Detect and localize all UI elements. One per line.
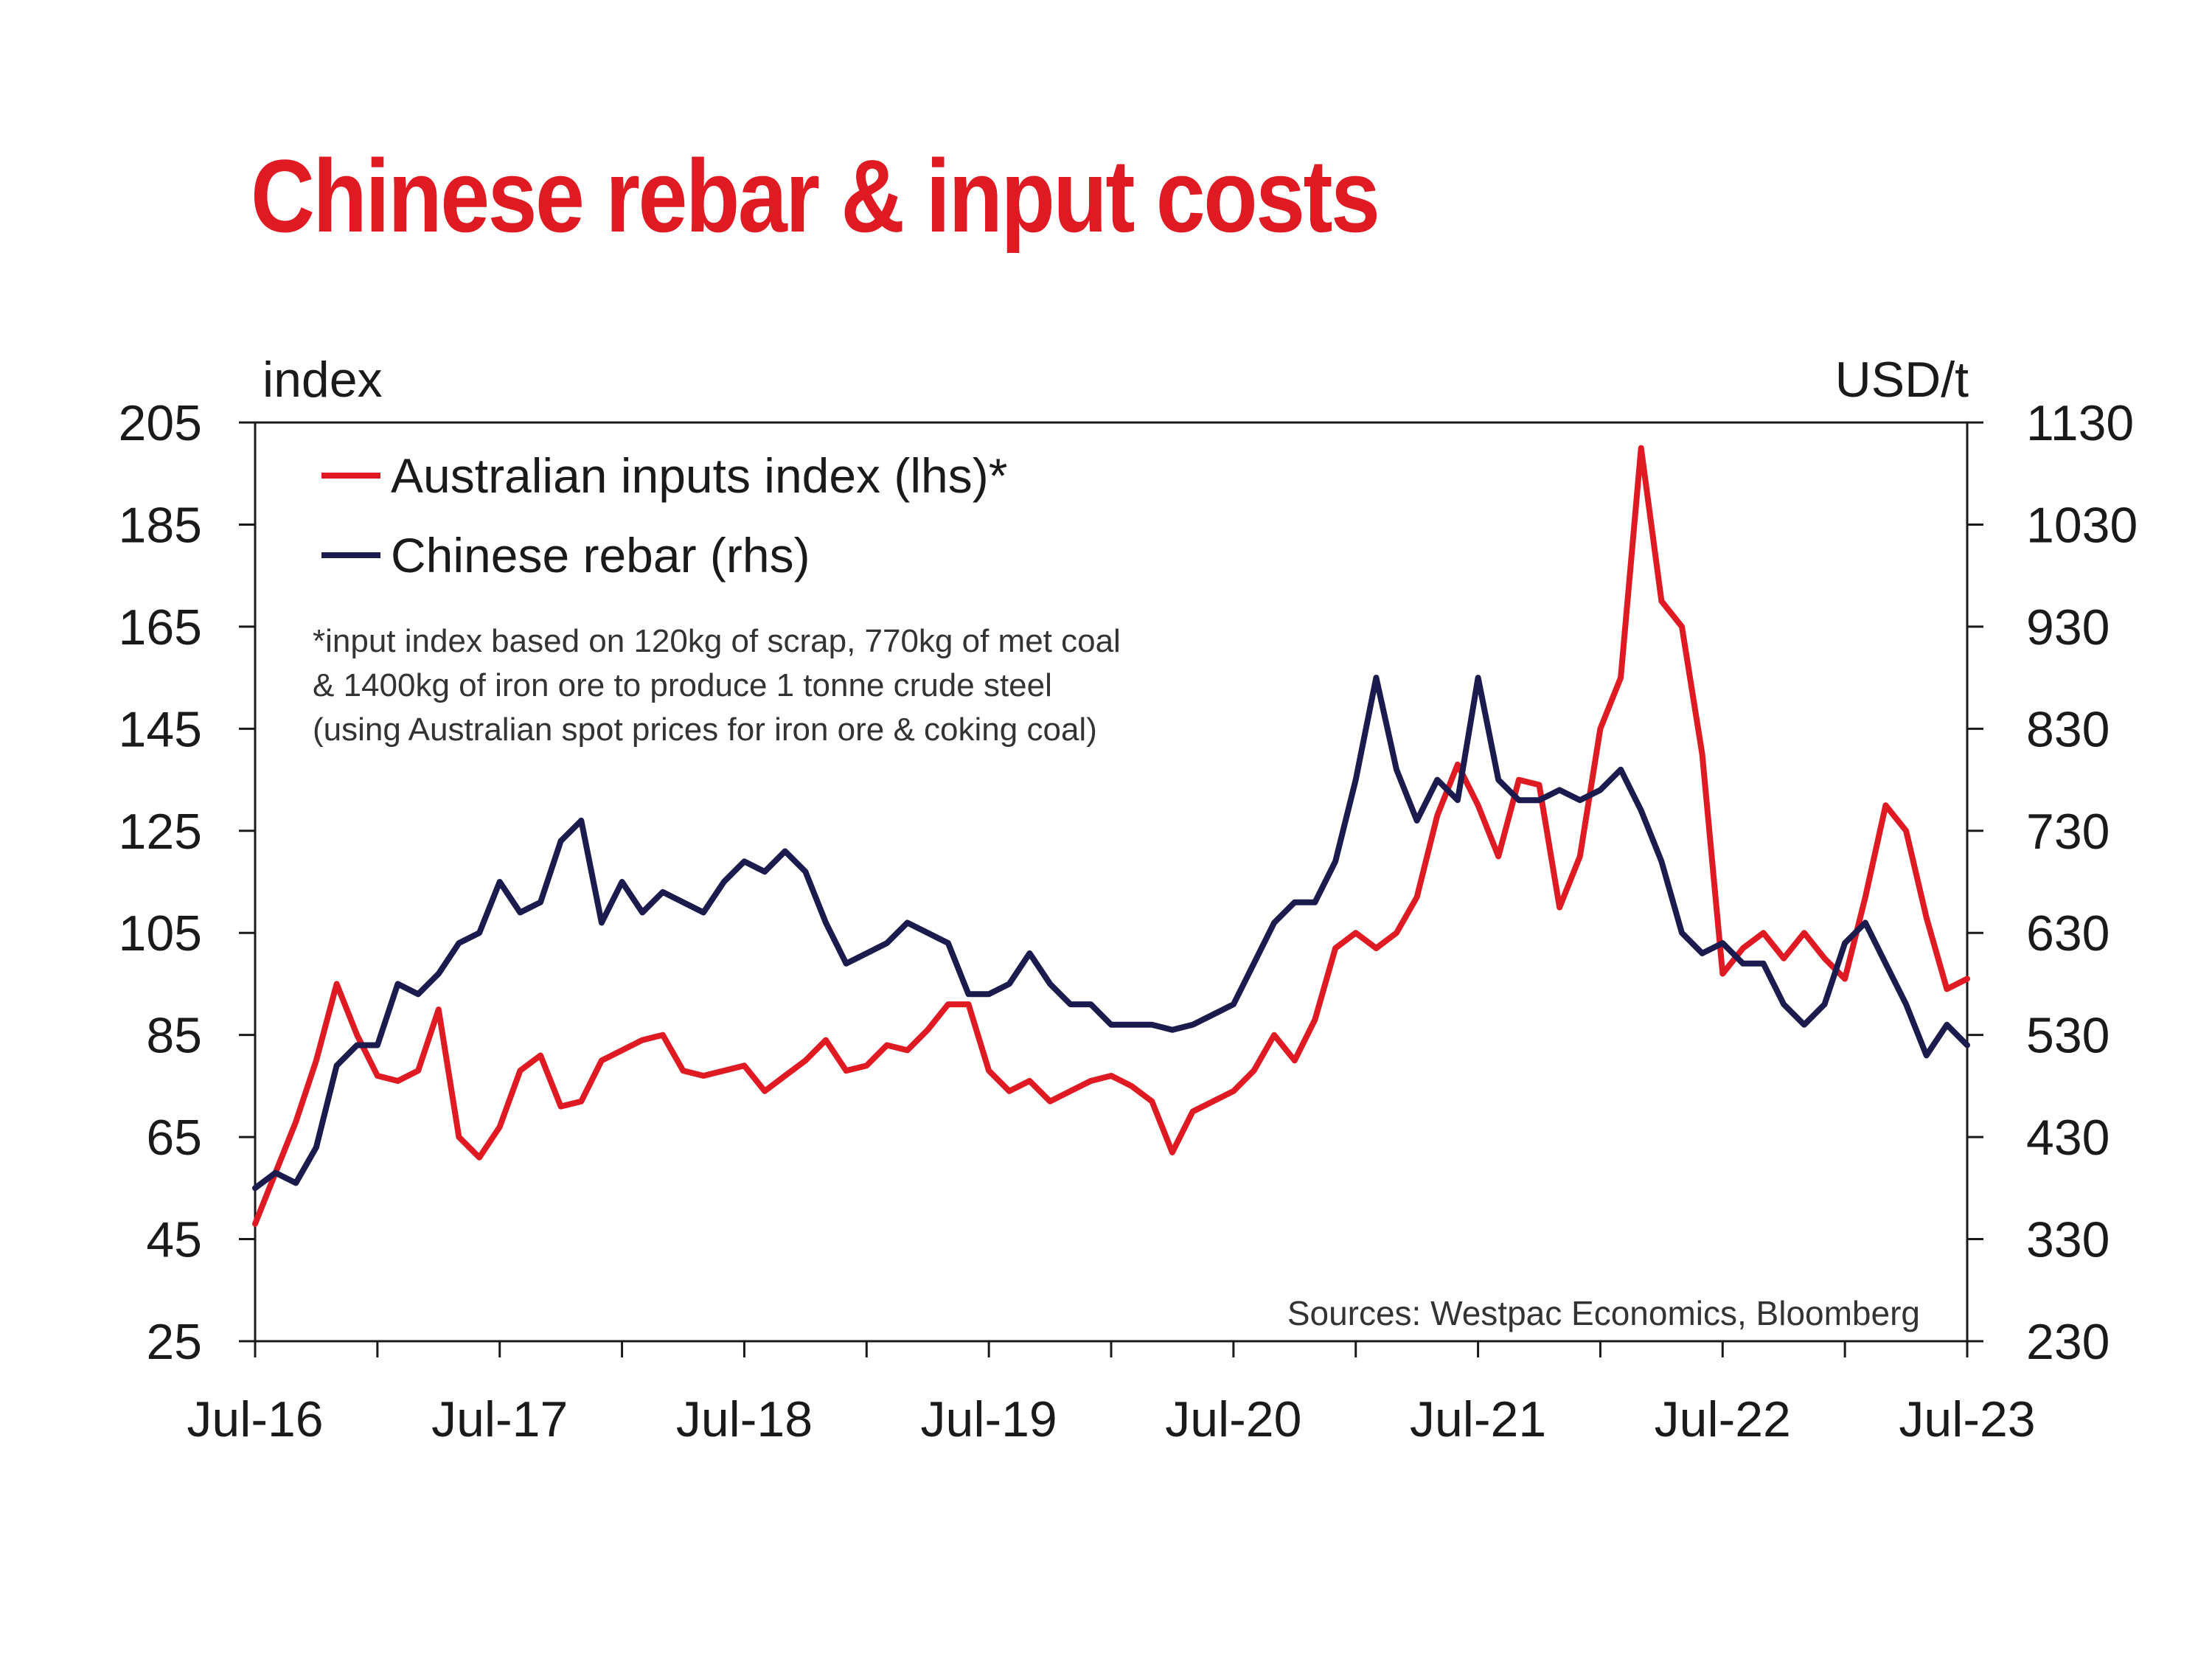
y-left-tick-label: 65 <box>146 1110 202 1166</box>
x-tick-label: Jul-16 <box>187 1391 323 1447</box>
y-left-tick-label: 105 <box>119 905 202 961</box>
chart-title: Chinese rebar & input costs <box>251 138 1380 254</box>
y-right-tick-label: 530 <box>2026 1008 2110 1064</box>
y-right-tick-label: 730 <box>2026 804 2110 860</box>
x-tick-label: Jul-19 <box>921 1391 1057 1447</box>
y-right-tick-label: 430 <box>2026 1110 2110 1166</box>
y-left-tick-label: 25 <box>146 1314 202 1370</box>
y-right-tick-label: 1030 <box>2026 497 2138 553</box>
y-right-tick-label: 930 <box>2026 599 2110 655</box>
x-tick-label: Jul-20 <box>1165 1391 1301 1447</box>
y-left-tick-label: 45 <box>146 1212 202 1268</box>
x-tick-label: Jul-17 <box>431 1391 568 1447</box>
annotation-line-3: (using Australian spot prices for iron o… <box>313 712 1097 748</box>
y-right-tick-label: 230 <box>2026 1314 2110 1370</box>
x-tick-label: Jul-18 <box>676 1391 813 1447</box>
x-tick-label: Jul-22 <box>1655 1391 1791 1447</box>
series-line-australian-inputs <box>252 445 1970 1227</box>
legend-label-australian-inputs: Australian inputs index (lhs)* <box>391 448 1007 503</box>
y-left-tick-label: 145 <box>119 701 202 757</box>
y-left-tick-label: 205 <box>119 395 202 451</box>
y-axis-right-label: USD/t <box>1835 352 1969 408</box>
x-tick-label: Jul-23 <box>1899 1391 2035 1447</box>
series-line-chinese-rebar <box>252 675 1970 1192</box>
annotation-line-2: & 1400kg of iron ore to produce 1 tonne … <box>313 667 1052 703</box>
annotation-line-1: *input index based on 120kg of scrap, 77… <box>313 623 1121 659</box>
y-left-tick-label: 125 <box>119 804 202 860</box>
y-right-tick-label: 630 <box>2026 905 2110 961</box>
source-note: Sources: Westpac Economics, Bloomberg <box>1287 1294 1920 1332</box>
y-right-tick-label: 330 <box>2026 1212 2110 1268</box>
y-left-tick-label: 165 <box>119 599 202 655</box>
y-right-tick-label: 1130 <box>2026 395 2134 451</box>
y-right-tick-label: 830 <box>2026 701 2110 757</box>
y-left-tick-label: 85 <box>146 1008 202 1064</box>
y-axis-left-label: index <box>262 352 383 408</box>
legend-label-chinese-rebar: Chinese rebar (rhs) <box>391 528 810 582</box>
y-left-tick-label: 185 <box>119 497 202 553</box>
x-tick-label: Jul-21 <box>1410 1391 1546 1447</box>
